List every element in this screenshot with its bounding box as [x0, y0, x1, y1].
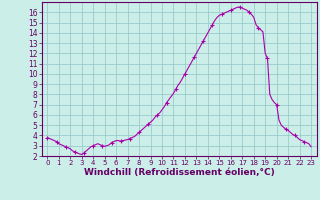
X-axis label: Windchill (Refroidissement éolien,°C): Windchill (Refroidissement éolien,°C) [84, 168, 275, 177]
